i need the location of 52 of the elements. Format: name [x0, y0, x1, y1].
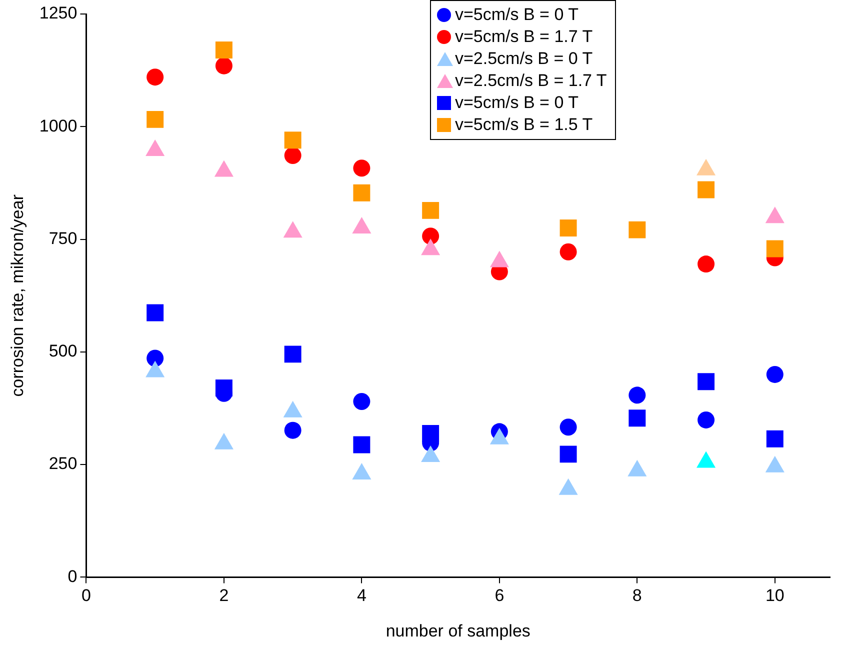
y-tick-label: 1250	[39, 4, 78, 23]
point	[422, 424, 440, 442]
point	[766, 366, 784, 383]
point	[284, 346, 302, 363]
legend-label: v=5cm/s B = 0 T	[455, 4, 578, 26]
y-axis-title: corrosion rate, mikron/year	[8, 194, 27, 397]
point	[215, 57, 232, 74]
point	[698, 181, 715, 198]
point	[766, 430, 784, 448]
point	[628, 386, 646, 404]
point	[215, 42, 232, 59]
x-tick-label: 0	[81, 586, 91, 606]
y-tick-label: 0	[68, 566, 78, 586]
point	[628, 221, 646, 238]
point	[284, 422, 302, 439]
point	[284, 132, 302, 149]
point	[353, 436, 370, 454]
point	[146, 304, 164, 322]
point	[560, 418, 577, 436]
point	[284, 146, 302, 164]
point	[353, 160, 370, 177]
legend-label: v=5cm/s B = 1.7 T	[455, 26, 593, 48]
legend-label: v=2.5cm/s B = 1.7 T	[455, 70, 607, 92]
point	[146, 68, 164, 86]
point	[422, 228, 440, 245]
y-tick-label: 750	[48, 228, 78, 248]
point	[560, 243, 577, 260]
point	[628, 410, 646, 427]
y-tick-label: 500	[48, 342, 78, 361]
point	[560, 220, 577, 236]
point	[766, 240, 784, 258]
x-tick-label: 2	[219, 586, 229, 606]
point	[215, 379, 232, 396]
point	[698, 373, 715, 390]
point	[146, 110, 164, 128]
legend-label: v=2.5cm/s B = 0 T	[455, 48, 593, 70]
x-tick-label: 8	[632, 586, 642, 606]
legend-label: v=5cm/s B = 1.5 T	[455, 114, 593, 136]
point	[698, 411, 715, 428]
x-axis-title: number of samples	[386, 621, 530, 640]
x-tick-label: 4	[356, 586, 366, 606]
y-tick-label: 250	[48, 454, 78, 474]
x-tick-label: 6	[494, 586, 504, 606]
point	[422, 202, 440, 219]
point	[560, 446, 577, 463]
point	[146, 350, 164, 367]
x-tick-label: 10	[765, 586, 784, 606]
legend-label: v=5cm/s B = 0 T	[455, 92, 578, 114]
y-tick-label: 1000	[39, 116, 78, 136]
point	[353, 184, 370, 202]
point	[353, 392, 370, 410]
point	[698, 256, 715, 273]
